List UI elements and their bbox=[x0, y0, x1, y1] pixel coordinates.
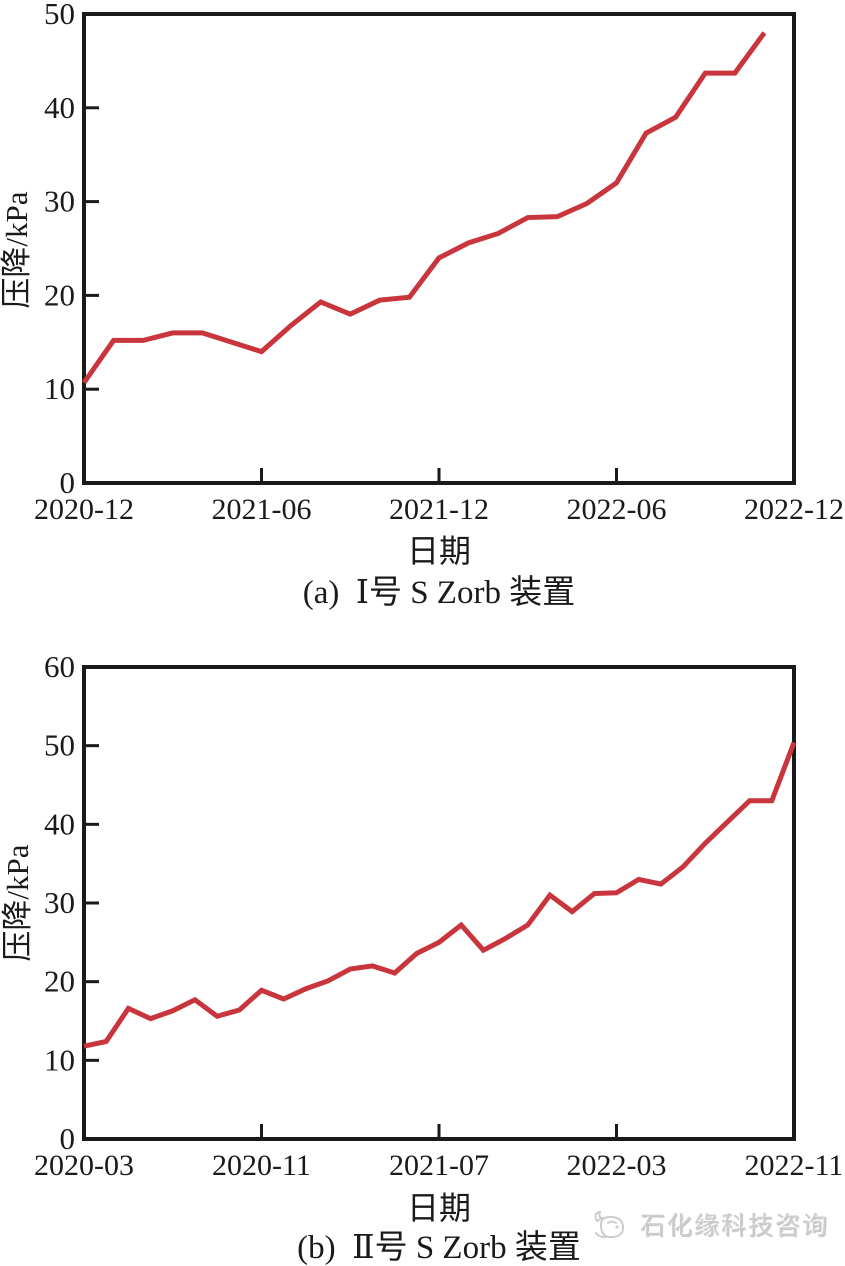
chart-a-y-tick-label: 0 bbox=[60, 465, 76, 500]
chart-a-y-tick-label: 10 bbox=[44, 371, 75, 406]
chart-a-y-tick-label: 20 bbox=[44, 277, 75, 312]
chart-a-y-tick-label: 50 bbox=[44, 0, 75, 31]
chart-b-y-tick-label: 60 bbox=[44, 649, 75, 684]
chart-a-x-tick-label: 2022-06 bbox=[567, 493, 667, 526]
chart-a-y-tick-label: 40 bbox=[44, 90, 75, 125]
chart-b-y-tick-label: 20 bbox=[44, 964, 75, 999]
chart-b-y-tick-label: 40 bbox=[44, 806, 75, 841]
chart-a-x-axis-label: 日期 bbox=[406, 533, 471, 569]
chart-b-y-tick-label: 30 bbox=[44, 885, 75, 920]
chart-a-y-axis-label: 压降/kPa bbox=[0, 191, 34, 309]
bird-logo-icon bbox=[594, 1210, 625, 1239]
watermark: 石化缘科技咨询 bbox=[588, 1205, 829, 1243]
chart-b-x-tick-label: 2021-07 bbox=[389, 1149, 489, 1182]
chart-a-plot-box bbox=[82, 12, 796, 485]
chart-a-x-tick-label: 2022-12 bbox=[744, 493, 844, 526]
chart-b-y-axis-label: 压降/kPa bbox=[0, 844, 35, 962]
chart-b-y-tick-label: 50 bbox=[44, 728, 75, 763]
chart-a-x-tick-label: 2020-12 bbox=[34, 493, 134, 526]
chart-b-y-tick-label: 0 bbox=[60, 1121, 76, 1156]
chart-a-data-line bbox=[81, 31, 767, 385]
chart-b-caption: (b) Ⅱ号 S Zorb 装置 bbox=[297, 1230, 581, 1266]
chart-a-caption: (a) Ⅰ号 S Zorb 装置 bbox=[302, 575, 576, 611]
chart-a-y-tick-label: 30 bbox=[44, 184, 75, 219]
chart-b-x-tick-label: 2020-11 bbox=[212, 1149, 311, 1182]
chart-a-x-tick-label: 2021-06 bbox=[212, 493, 312, 526]
chart-b-x-tick-label: 2022-11 bbox=[745, 1149, 844, 1182]
chart-a-x-tick-label: 2021-12 bbox=[389, 493, 489, 526]
chart-b-plot-box bbox=[82, 665, 796, 1141]
chart-b-y-tick-label: 10 bbox=[44, 1042, 75, 1077]
chart-b-x-tick-label: 2022-03 bbox=[567, 1149, 667, 1182]
chart-b-x-axis-label: 日期 bbox=[406, 1190, 471, 1226]
chart-b-x-tick-label: 2020-03 bbox=[34, 1149, 134, 1182]
chart-b-data-line bbox=[83, 741, 797, 1049]
watermark-text: 石化缘科技咨询 bbox=[639, 1213, 829, 1240]
